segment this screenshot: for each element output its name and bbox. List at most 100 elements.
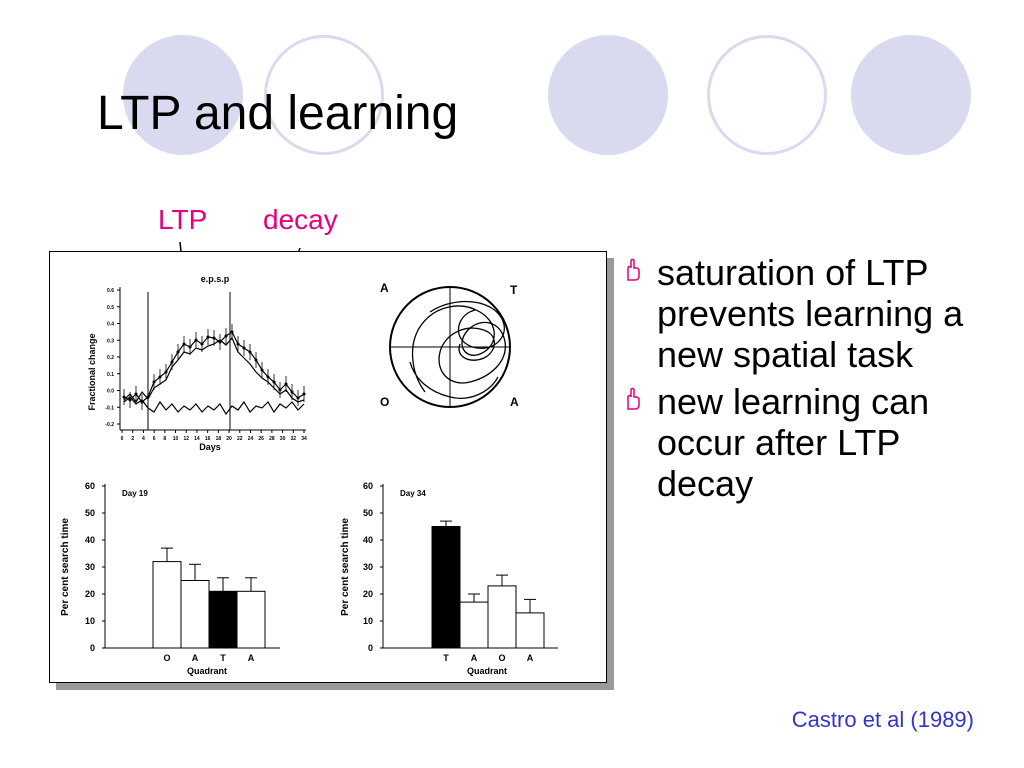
epsp-point <box>164 370 168 374</box>
epsp-xtick-label: 28 <box>269 436 275 442</box>
epsp-ytick-label: 0.6 <box>107 288 114 294</box>
epsp-xtick-label: 18 <box>216 436 222 442</box>
bar19-bar <box>236 590 266 649</box>
bullet-item: new learning can occur after LTP decay <box>622 381 1002 504</box>
bar19-bar <box>180 580 210 649</box>
decor-circle-4 <box>707 35 827 155</box>
epsp-point <box>122 395 126 399</box>
bar34-bar <box>459 601 489 649</box>
maze-label-tr: T <box>510 283 518 297</box>
epsp-point <box>170 360 174 364</box>
slide-title: LTP and learning <box>97 87 459 140</box>
epsp-xtick-label: 6 <box>153 436 156 442</box>
epsp-xtick-label: 14 <box>194 436 200 442</box>
epsp-point <box>242 346 246 350</box>
bar-chart-day19: Day 19 Per cent search time Quadrant 60 5… <box>60 481 280 676</box>
bar19-ytick-label: 10 <box>85 616 95 626</box>
epsp-xtick-label: 22 <box>237 436 243 442</box>
epsp-point <box>254 358 258 362</box>
epsp-xtick-label: 16 <box>205 436 211 442</box>
epsp-point <box>248 350 252 354</box>
epsp-ytick-label: 0.0 <box>107 389 114 395</box>
epsp-ylabel: Fractional change <box>87 333 97 410</box>
bar34-ytick-label: 60 <box>363 481 373 491</box>
epsp-ytick-label: 0.3 <box>107 338 114 344</box>
bar19-ytick-label: 40 <box>85 535 95 545</box>
epsp-xtick-label: 4 <box>142 436 145 442</box>
epsp-xtick-label: 0 <box>121 436 124 442</box>
epsp-chart: e.p.s.p Fractional change Days 0.6 0.5 0.4… <box>87 274 307 452</box>
citation: Castro et al (1989) <box>791 707 974 732</box>
epsp-xtick-label: 8 <box>163 436 166 442</box>
decor-circle-3 <box>548 35 668 155</box>
bar34-bar <box>431 526 461 649</box>
epsp-title: e.p.s.p <box>201 274 230 284</box>
bar34-ytick-label: 40 <box>363 535 373 545</box>
epsp-point <box>146 395 150 399</box>
maze-swim-path <box>409 300 506 399</box>
bar19-category-label: A <box>248 653 255 663</box>
bar19-ytick-label: 30 <box>85 562 95 572</box>
bar19-category-label: T <box>220 653 226 663</box>
epsp-xtick-label: 10 <box>173 436 179 442</box>
epsp-point <box>230 330 234 334</box>
bullet-item: saturation of LTP prevents learning a ne… <box>622 252 1002 375</box>
bar34-ytick-label: 0 <box>368 643 373 653</box>
epsp-point <box>212 336 216 340</box>
bullet-text: new learning can occur after LTP decay <box>657 381 930 504</box>
epsp-point <box>290 390 294 394</box>
water-maze: A T O A <box>380 281 519 409</box>
epsp-point <box>224 334 228 338</box>
annotation-decay: decay <box>263 204 338 235</box>
epsp-xtick-label: 26 <box>258 436 264 442</box>
epsp-series-middle <box>123 336 305 404</box>
bar34-ytick-label: 50 <box>363 508 373 518</box>
maze-label-tl: A <box>380 281 389 295</box>
research-figure: e.p.s.p Fractional change Days 0.6 0.5 0.4… <box>49 251 607 683</box>
bar19-ytick-label: 60 <box>85 481 95 491</box>
epsp-ytick-label: 0.4 <box>107 322 114 328</box>
bar34-ytick-label: 20 <box>363 589 373 599</box>
epsp-point <box>302 392 306 396</box>
epsp-point <box>296 396 300 400</box>
epsp-point <box>194 338 198 342</box>
epsp-xtick-label: 20 <box>226 436 232 442</box>
epsp-point <box>176 350 180 354</box>
bar19-bar <box>208 590 238 649</box>
bar19-day-label: Day 19 <box>122 489 148 498</box>
decor-circle-1 <box>123 35 243 155</box>
bar34-ylabel: Per cent search time <box>340 518 351 616</box>
epsp-point <box>134 392 138 396</box>
bar19-category-label: A <box>192 653 199 663</box>
bar19-ytick-label: 0 <box>90 643 95 653</box>
bar34-day-label: Day 34 <box>400 489 426 498</box>
pointing-hand-icon <box>627 387 640 410</box>
epsp-point <box>152 380 156 384</box>
bar-chart-day34: Day 34 Per cent search time Quadrant 60 5… <box>340 481 558 676</box>
epsp-xtick-label: 30 <box>280 436 286 442</box>
bar34-category-label: T <box>443 653 449 663</box>
epsp-point <box>278 388 282 392</box>
bar19-bar <box>152 561 182 649</box>
epsp-ytick-label: 0.2 <box>107 355 114 361</box>
epsp-point <box>206 335 210 339</box>
annotation-ltp: LTP <box>158 204 208 235</box>
bar34-ytick-label: 10 <box>363 616 373 626</box>
bar34-category-label: O <box>498 653 505 663</box>
epsp-point <box>200 342 204 346</box>
maze-label-br: A <box>510 395 519 409</box>
bar19-ylabel: Per cent search time <box>60 518 71 616</box>
epsp-ytick-label: -0.1 <box>105 405 114 411</box>
epsp-xtick-label: 24 <box>248 436 254 442</box>
epsp-ytick-label: 0.5 <box>107 305 114 311</box>
epsp-point <box>158 375 162 379</box>
bar19-category-label: O <box>163 653 170 663</box>
epsp-point <box>266 375 270 379</box>
epsp-point <box>218 340 222 344</box>
epsp-point <box>188 345 192 349</box>
epsp-ytick-label: -0.2 <box>105 422 114 428</box>
epsp-xtick-label: 2 <box>131 436 134 442</box>
epsp-xtick-label: 12 <box>183 436 189 442</box>
epsp-point <box>128 398 132 402</box>
bar34-ytick-label: 30 <box>363 562 373 572</box>
